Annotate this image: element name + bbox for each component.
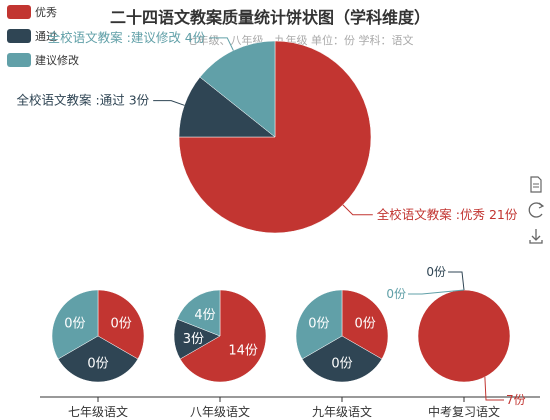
axis-category-label-0: 七年级语文 <box>68 404 128 419</box>
small-pie-1-slice-0[interactable] <box>179 289 267 383</box>
small-pie-0-label-0: 0份 <box>110 317 131 332</box>
main-pie-slice-2[interactable] <box>199 40 276 138</box>
main-leader-line-0 <box>342 204 373 216</box>
small-pie-3-leader-1 <box>448 271 465 291</box>
small-pie-2-label-0: 0份 <box>354 317 375 332</box>
chart-title: 二十四语文教案质量统计饼状图（学科维度） <box>110 8 430 27</box>
small-pie-2-label-1: 0份 <box>331 357 352 372</box>
small-pie-2-slice-1[interactable] <box>301 335 383 383</box>
small-pie-0-label-1: 0份 <box>87 357 108 372</box>
legend-label-1: 通过 <box>35 30 57 43</box>
main-slice-label-0: 全校语文教案 :优秀 21份 <box>377 207 518 222</box>
main-leader-line-1 <box>153 100 185 106</box>
small-pie-3-slice-0[interactable] <box>417 289 511 383</box>
small-pie-3-label-2: 0份 <box>386 287 406 301</box>
small-pie-3-leader-2 <box>408 289 465 295</box>
small-pie-0-slice-0[interactable] <box>97 289 145 360</box>
legend-label-0: 优秀 <box>35 6 57 19</box>
legend-swatch-1[interactable] <box>7 29 31 43</box>
small-pie-3-leader-0 <box>484 376 504 401</box>
legend-swatch-0[interactable] <box>7 5 31 19</box>
axis-category-label-1: 八年级语文 <box>190 404 250 419</box>
small-pie-2-label-2: 0份 <box>308 317 329 332</box>
main-leader-line-2 <box>209 37 234 51</box>
main-slice-label-1: 全校语文教案 :通过 3份 <box>17 93 150 108</box>
small-pie-1-label-1: 3份 <box>183 332 204 347</box>
small-pie-3-label-1: 0份 <box>426 265 446 279</box>
axis-category-label-3: 中考复习语文 <box>428 404 500 419</box>
small-pie-1-label-0: 14份 <box>228 343 258 358</box>
download-icon[interactable] <box>529 229 543 244</box>
legend-label-2: 建议修改 <box>35 53 79 67</box>
small-pie-2-slice-0[interactable] <box>341 289 389 360</box>
main-slice-label-2: 全校语文教案 :建议修改 4份 <box>48 30 206 45</box>
small-pie-1-label-2: 4份 <box>194 308 215 323</box>
small-pie-2-slice-2[interactable] <box>295 289 343 360</box>
small-pie-3-label-0: 7份 <box>506 393 526 407</box>
legend-swatch-2[interactable] <box>7 53 31 67</box>
chart-subtitle: 七年级、八年级、九年级 单位：份 学科：语文 <box>187 33 414 47</box>
axis-category-label-2: 九年级语文 <box>312 404 372 419</box>
small-pie-0-slice-1[interactable] <box>57 335 139 383</box>
small-pie-0-label-2: 0份 <box>64 317 85 332</box>
save-as-image-icon[interactable] <box>530 176 542 193</box>
small-pie-1-slice-2[interactable] <box>176 289 221 337</box>
restore-icon[interactable] <box>528 202 545 218</box>
small-pie-0-slice-2[interactable] <box>51 289 99 360</box>
